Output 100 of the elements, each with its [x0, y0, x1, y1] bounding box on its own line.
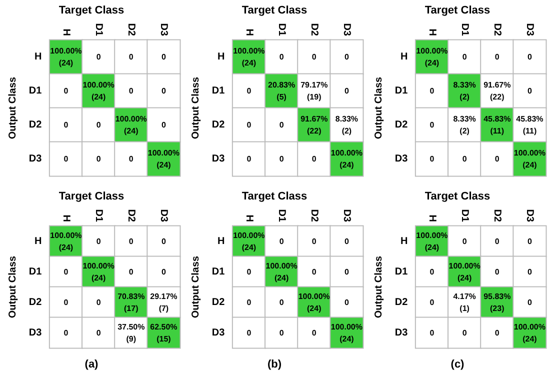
- data-label: 0: [279, 236, 284, 246]
- x-tick-label: H: [243, 28, 254, 36]
- annotation: (17): [124, 304, 139, 313]
- data-label: 100.00%: [50, 230, 82, 240]
- annotation: (24): [457, 273, 472, 282]
- data-label: 0: [246, 267, 252, 276]
- chart-title: Target Class: [424, 190, 490, 202]
- y-tick-label: D2: [394, 296, 408, 308]
- data-label: 62.50%: [150, 322, 178, 332]
- data-label: 100.00%: [115, 114, 147, 124]
- data-label: 20.83%: [268, 80, 296, 90]
- data-label: 0: [64, 154, 69, 164]
- annotation: (24): [424, 242, 440, 252]
- data-label: 0: [344, 267, 350, 276]
- data-label: 0: [246, 154, 252, 164]
- x-tick-label: D2: [126, 23, 137, 36]
- data-label: 0: [128, 52, 134, 62]
- chart-title: Target Class: [424, 4, 490, 16]
- x-tick-label: D1: [93, 23, 104, 36]
- text: (c): [450, 358, 465, 370]
- x-tick-label: D2: [492, 23, 503, 36]
- annotation: (24): [522, 334, 538, 344]
- data-label: 0: [161, 52, 166, 62]
- text: (a): [84, 358, 99, 370]
- data-label: 100.00%: [416, 230, 448, 240]
- y-tick-label: D1: [212, 266, 226, 278]
- y-tick-label: H: [217, 52, 225, 62]
- data-label: 0: [96, 328, 102, 338]
- data-label: 100.00%: [82, 261, 114, 270]
- annotation: (24): [242, 242, 256, 252]
- annotation: (2): [460, 92, 470, 102]
- data-label: 0: [279, 52, 284, 62]
- data-label: 0: [64, 267, 69, 276]
- chart-title: Target Class: [242, 190, 308, 202]
- y-tick-label: D2: [394, 120, 408, 130]
- data-label: 100.00%: [233, 230, 265, 240]
- x-tick-label: H: [60, 214, 72, 222]
- annotation: (2): [342, 126, 352, 136]
- annotation: (24): [124, 126, 139, 136]
- annotation: (24): [340, 160, 354, 170]
- x-tick-label: H: [243, 214, 254, 222]
- y-tick-label: D1: [28, 266, 42, 278]
- data-label: 0: [64, 86, 69, 96]
- data-label: 0: [430, 154, 435, 164]
- x-tick-label: D3: [341, 23, 352, 36]
- data-label: 0: [494, 236, 500, 246]
- data-label: 100.00%: [298, 292, 330, 301]
- annotation: (24): [242, 58, 256, 68]
- annotation: (24): [522, 160, 538, 170]
- y-tick-label: D1: [28, 86, 42, 96]
- data-label: 100.00%: [416, 46, 448, 56]
- data-label: 0: [64, 120, 69, 130]
- data-label: 0: [64, 328, 69, 338]
- data-label: 100.00%: [50, 46, 82, 56]
- y-axis-title: Output Class: [8, 76, 18, 140]
- data-label: 0: [344, 52, 350, 62]
- y-tick-label: H: [34, 236, 42, 247]
- x-tick-label: H: [426, 214, 438, 222]
- data-label: 29.17%: [150, 292, 178, 301]
- x-tick-label: D1: [276, 209, 288, 222]
- data-label: 0: [527, 86, 532, 96]
- data-label: 79.17%: [300, 80, 328, 90]
- y-tick-label: D2: [28, 120, 42, 130]
- data-label: 0: [64, 298, 69, 307]
- data-label: 8.33%: [453, 80, 476, 90]
- data-label: 0: [494, 52, 500, 62]
- x-tick-label: D1: [459, 23, 470, 36]
- data-label: 0: [430, 328, 435, 338]
- data-label: 0: [344, 298, 350, 307]
- x-tick-label: H: [426, 28, 438, 36]
- y-tick-label: D2: [212, 296, 226, 308]
- x-tick-label: D1: [459, 209, 470, 222]
- data-label: 0: [161, 120, 166, 130]
- x-tick-label: D1: [93, 209, 104, 222]
- data-label: 0: [430, 86, 435, 96]
- data-label: 0: [462, 154, 468, 164]
- data-label: 0: [161, 236, 166, 246]
- data-label: 0: [430, 298, 435, 307]
- data-label: 0: [430, 267, 435, 276]
- data-label: 0: [527, 52, 532, 62]
- y-tick-label: D1: [394, 266, 408, 278]
- data-label: 100.00%: [514, 322, 546, 332]
- data-label: 0: [96, 52, 102, 62]
- x-tick-label: D2: [492, 209, 503, 222]
- data-label: 91.67%: [300, 114, 328, 124]
- data-label: 0: [527, 298, 532, 307]
- data-label: 0: [96, 120, 102, 130]
- data-label: 0: [344, 236, 350, 246]
- data-label: 0: [462, 236, 468, 246]
- annotation: (24): [91, 273, 106, 282]
- x-tick-label: D3: [524, 209, 536, 222]
- x-tick-label: D3: [158, 23, 170, 36]
- data-label: 91.67%: [484, 80, 511, 90]
- annotation: (9): [126, 334, 136, 344]
- data-label: 0: [128, 86, 134, 96]
- data-label: 100.00%: [330, 322, 363, 332]
- y-axis-title: Output Class: [190, 76, 202, 140]
- y-tick-label: D2: [28, 296, 42, 308]
- data-label: 100.00%: [330, 148, 363, 158]
- annotation: (15): [156, 334, 172, 344]
